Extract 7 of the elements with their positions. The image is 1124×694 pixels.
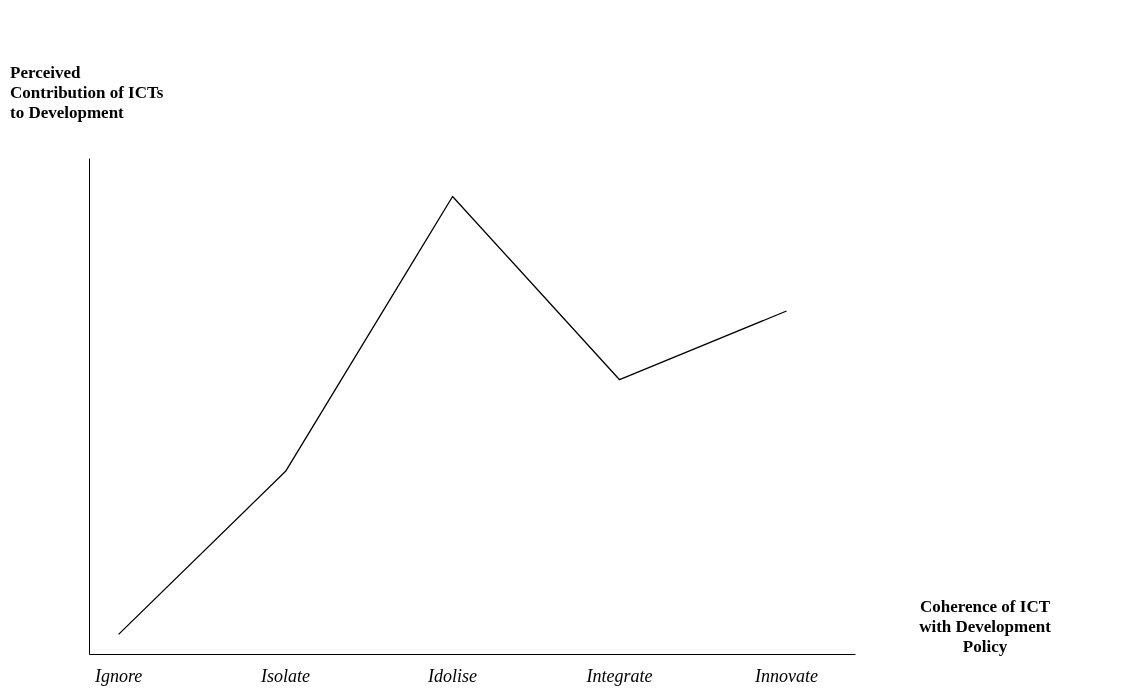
- x-tick-label: Innovate: [754, 665, 819, 686]
- x-tick-label: Ignore: [93, 665, 143, 686]
- x-axis-title: Coherence of ICT with Development Policy: [918, 597, 1052, 657]
- x-tick-label: Isolate: [260, 665, 311, 686]
- x-tick-label: Idolise: [427, 665, 478, 686]
- y-axis-title: Perceived Contribution of ICTs to Development: [10, 63, 164, 123]
- x-tick-label: Integrate: [585, 665, 653, 686]
